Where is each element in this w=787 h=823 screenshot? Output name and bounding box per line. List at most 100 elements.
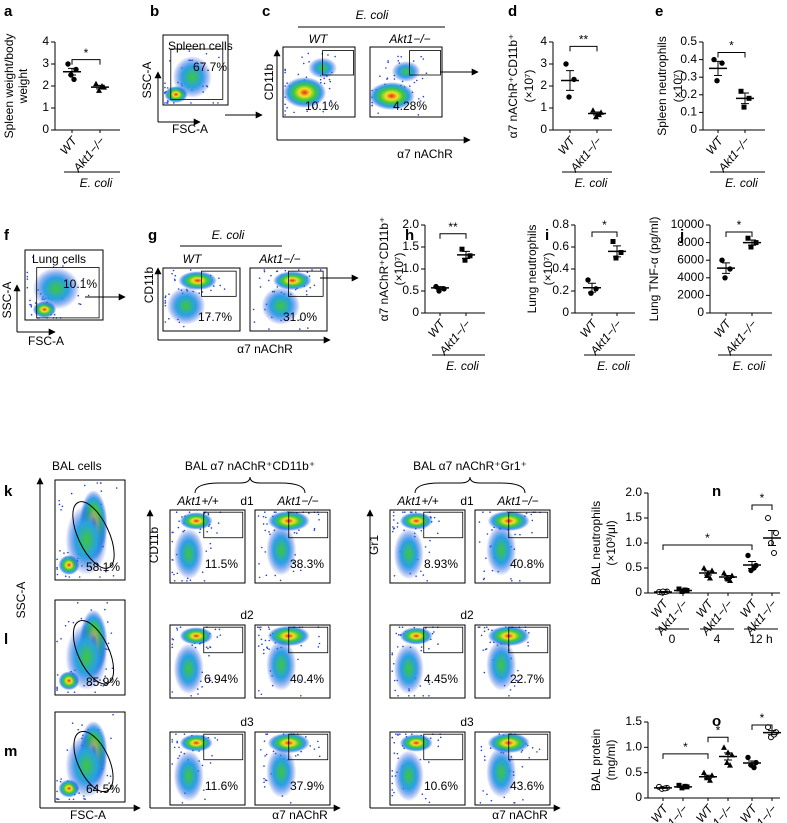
y-tick-label: 4 (540, 34, 547, 48)
gate (288, 270, 324, 297)
error-bar (704, 570, 712, 576)
event-dot (489, 641, 492, 644)
gate-percent: 11.5% (205, 557, 238, 571)
density-blob (65, 734, 108, 798)
event-dot (308, 61, 310, 63)
event-dot (400, 55, 403, 58)
density-blob (393, 750, 424, 802)
event-dot (204, 798, 206, 801)
y-tick-label: 6000 (677, 252, 704, 266)
data-point (714, 78, 720, 84)
event-dot (284, 114, 286, 116)
event-dot (297, 754, 299, 756)
day-label: d1 (240, 494, 254, 508)
event-dot (485, 648, 488, 650)
plot-title: Spleen cells (168, 39, 233, 53)
event-dot (164, 321, 167, 323)
error-bar (659, 786, 667, 789)
error-bar (768, 530, 776, 546)
axis-label: α7 nAChR (492, 808, 548, 822)
event-dot (268, 328, 270, 330)
event-dot (513, 802, 515, 804)
event-dot (394, 689, 396, 692)
event-dot (391, 794, 394, 797)
event-dot (412, 60, 415, 62)
y-axis-label: Lung TNF-α (pg/ml) (647, 217, 661, 322)
significance-bracket (717, 52, 746, 58)
y-tick-label: 1.5 (625, 510, 642, 524)
event-dot (174, 274, 177, 277)
event-dot (59, 780, 62, 783)
event-dot (329, 80, 332, 83)
event-dot (260, 638, 263, 641)
set-title: BAL α7 nAChR⁺Gr1⁺ (413, 459, 527, 473)
data-point (707, 575, 713, 581)
density-blob (179, 627, 213, 645)
significance-label: * (705, 531, 710, 545)
event-dot (208, 315, 211, 318)
event-dot (56, 558, 58, 561)
y-axis-label: (×10⁷) (671, 70, 685, 103)
event-dot (62, 265, 64, 267)
event-dot (164, 300, 167, 302)
density-blob (65, 505, 108, 575)
event-dot (179, 626, 182, 628)
event-dot (399, 733, 401, 735)
error-bar (724, 752, 732, 761)
event-dot (299, 319, 301, 321)
y-tick-label: 1 (42, 100, 49, 114)
event-dot (56, 687, 58, 690)
data-point (571, 76, 577, 83)
event-dot (484, 759, 486, 761)
event-dot (94, 691, 96, 693)
event-dot (164, 295, 167, 297)
event-dot (483, 755, 486, 758)
event-dot (428, 647, 430, 650)
gate (423, 511, 464, 539)
event-dot (418, 98, 420, 100)
event-dot (433, 631, 435, 633)
event-dot (515, 558, 517, 561)
data-point (745, 754, 751, 761)
event-dot (263, 765, 265, 767)
significance-label: * (737, 218, 742, 232)
event-dot (79, 303, 82, 306)
gate (201, 270, 237, 297)
event-dot (318, 642, 321, 645)
event-dot (309, 745, 312, 747)
event-dot (177, 526, 180, 529)
data-point (721, 744, 727, 750)
y-tick-label: 0.8 (552, 217, 569, 231)
event-dot (421, 793, 424, 795)
data-point (65, 61, 71, 67)
y-axis-label: BAL protein (589, 729, 603, 791)
panel-letter: c (262, 3, 270, 20)
event-dot (297, 269, 300, 271)
event-dot (218, 277, 220, 279)
axis-label: FSC-A (172, 122, 208, 136)
event-dot (111, 667, 114, 670)
event-dot (263, 777, 265, 780)
event-dot (171, 741, 174, 743)
event-dot (413, 695, 416, 697)
event-dot (96, 482, 99, 484)
density-blob (172, 56, 212, 98)
gate (170, 48, 224, 100)
y-tick-label: 0 (42, 122, 49, 136)
event-dot (409, 511, 412, 513)
event-dot (522, 798, 524, 801)
event-dot (393, 741, 396, 744)
event-dot (289, 802, 292, 804)
event-dot (404, 733, 407, 735)
density-blob (179, 512, 213, 530)
event-dot (300, 695, 302, 697)
error-bar (714, 60, 722, 76)
event-dot (267, 626, 270, 628)
y-tick-label: 0.5 (402, 283, 419, 297)
axis-label: CD11b (142, 266, 156, 303)
panel-letter: a (4, 3, 13, 20)
data-point (725, 749, 731, 755)
gate-percent: 10.1% (305, 99, 339, 113)
event-dot (392, 528, 395, 530)
event-dot (56, 779, 58, 782)
